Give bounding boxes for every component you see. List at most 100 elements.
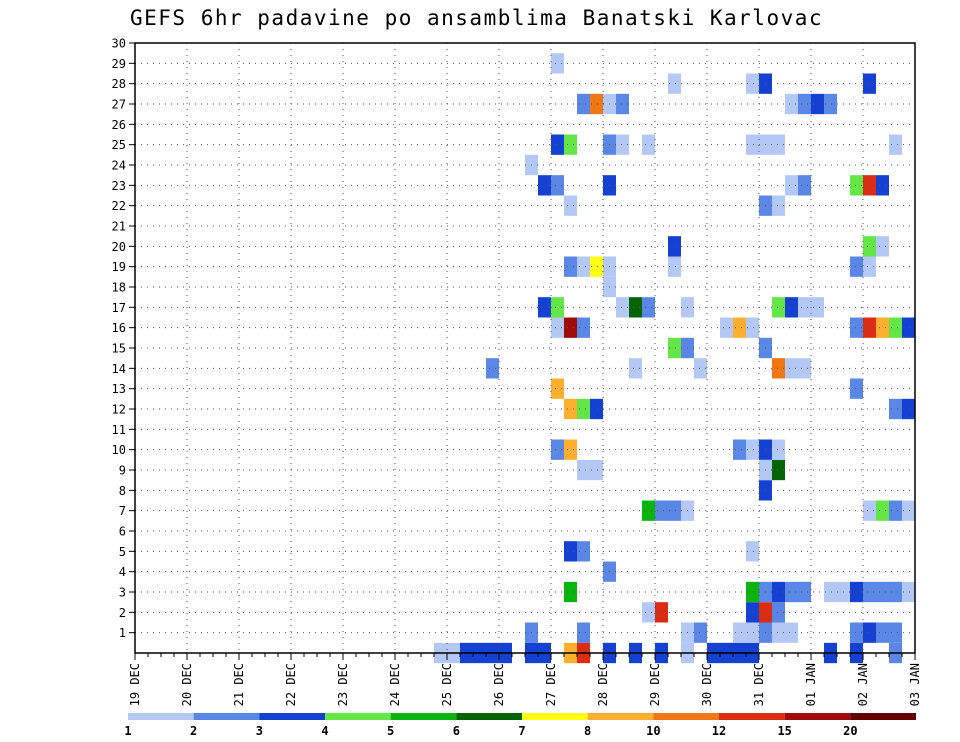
precip-cell xyxy=(811,297,824,318)
precip-cell xyxy=(889,134,902,155)
precip-cell xyxy=(902,500,915,521)
data-cells xyxy=(434,53,915,664)
colorbar-segment xyxy=(522,713,588,720)
precip-cell xyxy=(694,622,707,643)
y-tick-label: 11 xyxy=(112,423,126,437)
precip-cell xyxy=(642,500,655,521)
precip-cell xyxy=(746,317,759,338)
precip-cell xyxy=(863,236,876,257)
precip-cell xyxy=(772,602,785,623)
y-tick-label: 29 xyxy=(112,57,126,71)
colorbar-segment xyxy=(719,713,785,720)
precip-cell xyxy=(564,541,577,562)
precip-cell xyxy=(616,297,629,318)
y-tick-label: 16 xyxy=(112,321,126,335)
precip-cell xyxy=(538,297,551,318)
precip-cell xyxy=(551,439,564,460)
x-tick-label: 20 DEC xyxy=(180,663,194,706)
precip-cell xyxy=(824,93,837,115)
precip-cell xyxy=(551,297,564,318)
precip-cell xyxy=(772,358,785,379)
precip-cell xyxy=(746,134,759,155)
precip-cell xyxy=(655,602,668,623)
x-tick-label: 27 DEC xyxy=(544,663,558,706)
x-tick-label: 21 DEC xyxy=(232,663,246,706)
y-tick-label: 6 xyxy=(119,525,126,539)
precip-cell xyxy=(902,317,915,338)
precip-cell xyxy=(772,439,785,460)
precip-cell xyxy=(785,622,798,643)
precip-cell xyxy=(577,93,590,115)
precip-cell xyxy=(746,602,759,623)
precip-cell xyxy=(746,73,759,94)
precip-cell xyxy=(850,378,863,399)
precip-cell xyxy=(772,581,785,603)
precip-cell xyxy=(551,175,564,196)
precip-cell xyxy=(538,175,551,196)
precip-cell xyxy=(850,622,863,643)
y-tick-label: 20 xyxy=(112,240,126,254)
colorbar-label: 7 xyxy=(518,724,525,738)
y-tick-label: 30 xyxy=(112,37,126,51)
precip-cell xyxy=(590,93,603,115)
colorbar-segment xyxy=(390,713,457,720)
x-tick-label: 26 DEC xyxy=(492,663,506,706)
y-tick-label: 21 xyxy=(112,220,126,234)
y-tick-label: 4 xyxy=(119,565,126,579)
precip-cell xyxy=(642,134,655,155)
precip-cell xyxy=(876,317,889,338)
precip-cell xyxy=(577,256,590,277)
x-tick-label: 19 DEC xyxy=(128,663,142,706)
precip-cell xyxy=(733,439,746,460)
y-tick-label: 9 xyxy=(119,464,126,478)
precip-cell xyxy=(720,317,733,338)
precip-cell xyxy=(785,581,798,603)
precip-cell xyxy=(772,459,785,481)
precip-cell xyxy=(564,317,577,338)
precip-cell xyxy=(564,398,577,420)
y-tick-label: 3 xyxy=(119,586,126,600)
precip-cell xyxy=(564,581,577,603)
precip-cell xyxy=(798,297,811,318)
precip-cell xyxy=(577,317,590,338)
y-tick-label: 7 xyxy=(119,504,126,518)
x-tick-label: 02 JAN xyxy=(856,663,870,706)
y-axis: 1234567891011121314151617181920212223242… xyxy=(112,37,135,640)
precip-cell xyxy=(785,175,798,196)
precip-cell xyxy=(824,581,837,603)
precip-cell xyxy=(733,622,746,643)
colorbar-segment xyxy=(456,713,522,720)
precip-cell xyxy=(798,358,811,379)
colorbar-label: 4 xyxy=(321,724,328,738)
precip-cell xyxy=(785,297,798,318)
precip-cell xyxy=(551,53,564,74)
precip-cell xyxy=(668,337,681,359)
precip-cell xyxy=(655,500,668,521)
colorbar-label: 2 xyxy=(190,724,197,738)
x-tick-label: 30 DEC xyxy=(700,663,714,706)
x-tick-label: 24 DEC xyxy=(388,663,402,706)
precip-cell xyxy=(486,358,499,379)
y-tick-label: 24 xyxy=(112,159,126,173)
precip-cell xyxy=(876,581,889,603)
precip-cell xyxy=(629,358,642,379)
precip-cell xyxy=(577,541,590,562)
colorbar-label: 15 xyxy=(777,724,791,738)
precip-cell xyxy=(889,398,902,420)
chart-title: GEFS 6hr padavine po ansamblima Banatski… xyxy=(130,6,823,30)
y-tick-label: 13 xyxy=(112,382,126,396)
y-tick-label: 19 xyxy=(112,260,126,274)
x-tick-label: 03 JAN xyxy=(908,663,922,706)
precip-cell xyxy=(616,134,629,155)
precip-cell xyxy=(551,134,564,155)
precip-cell xyxy=(798,93,811,115)
precip-cell xyxy=(642,297,655,318)
precip-cell xyxy=(889,581,902,603)
precip-cell xyxy=(564,195,577,216)
precip-cell xyxy=(772,297,785,318)
precip-cell xyxy=(876,175,889,196)
colorbar-segment xyxy=(784,713,851,720)
colorbar-segment xyxy=(325,713,391,720)
precip-cell xyxy=(668,500,681,521)
colorbar-label: 20 xyxy=(843,724,857,738)
